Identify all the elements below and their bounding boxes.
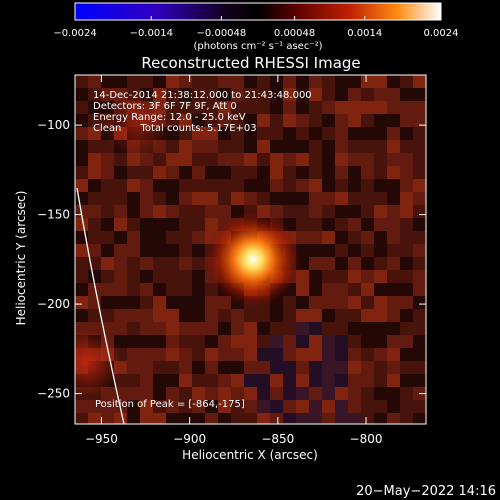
annotation-energy-range: Energy Range: 12.0 - 25.0 keV <box>93 112 246 123</box>
y-tick-label: −100 <box>37 118 70 132</box>
y-tick-label: −150 <box>37 208 70 222</box>
colorbar-tick-label: −0.0014 <box>130 28 173 39</box>
x-tick-label: −850 <box>261 432 294 446</box>
secondary-source <box>102 91 171 160</box>
y-tick-label: −200 <box>37 297 70 311</box>
heatmap-image <box>75 75 426 424</box>
footer-timestamp: 20−May−2022 14:16 <box>356 484 496 499</box>
annotation-block: 14-Dec-2014 21:38:12.000 to 21:43:48.000… <box>93 90 312 134</box>
x-tick-label: −950 <box>85 432 118 446</box>
secondary-source <box>75 329 122 398</box>
x-axis-title: Heliocentric X (arcsec) <box>182 448 318 462</box>
plot-frame <box>74 74 427 425</box>
annotation-clean-counts: Clean Total counts: 5.17E+03 <box>93 123 257 134</box>
colorbar-unit-label: (photons cm⁻² s⁻¹ asec⁻²) <box>193 41 322 52</box>
solar-limb-line <box>76 187 125 424</box>
colorbar-tick-label: −0.00048 <box>197 28 247 39</box>
colorbar-tick-label: 0.0024 <box>424 28 459 39</box>
chart-title: Reconstructed RHESSI Image <box>141 54 360 72</box>
colorbar-ticks: −0.0024 −0.0014 −0.00048 0.00048 0.0014 0.002… <box>53 16 459 39</box>
colorbar-tick-label: −0.0024 <box>53 28 96 39</box>
x-tick-label: −900 <box>173 432 206 446</box>
peak-source <box>205 211 302 308</box>
colorbar-tick-label: 0.0014 <box>347 28 382 39</box>
colorbar-tick-label: 0.00048 <box>274 28 315 39</box>
annotation-detectors: Detectors: 3F 6F 7F 9F, Att 0 <box>93 101 237 112</box>
y-axis-title: Heliocentric Y (arcsec) <box>14 191 28 326</box>
y-tick-label: −250 <box>37 387 70 401</box>
annotation-time-range: 14-Dec-2014 21:38:12.000 to 21:43:48.000 <box>93 90 312 101</box>
colorbar <box>74 2 442 21</box>
peak-position-label: Position of Peak = [-864,-175] <box>95 399 245 410</box>
x-tick-label: −800 <box>350 432 383 446</box>
